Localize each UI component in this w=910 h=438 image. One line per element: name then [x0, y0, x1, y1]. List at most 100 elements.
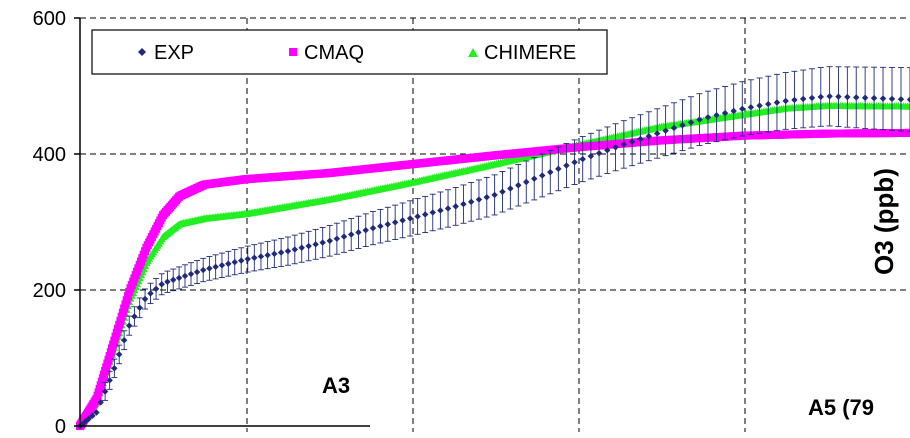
series-cmaq — [76, 128, 910, 430]
series-chimere — [76, 101, 910, 430]
point-exp — [773, 99, 781, 106]
point-exp — [126, 322, 133, 329]
y-tick-labels: 600 400 200 0 — [33, 8, 66, 438]
point-exp — [141, 295, 149, 303]
point-exp — [181, 272, 189, 280]
point-exp — [782, 97, 789, 105]
point-exp — [158, 281, 165, 288]
point-exp — [377, 223, 384, 230]
point-exp — [870, 94, 878, 102]
point-exp — [835, 93, 842, 100]
point-exp — [244, 255, 251, 263]
point-exp — [808, 94, 816, 102]
y-tick-label-200: 200 — [33, 280, 66, 302]
point-exp — [817, 93, 824, 101]
legend-box — [91, 29, 608, 75]
point-exp — [355, 229, 362, 236]
point-exp — [362, 227, 369, 234]
point-exp — [406, 215, 414, 222]
point-exp — [111, 365, 118, 372]
point-exp — [475, 196, 483, 203]
point-exp — [85, 415, 92, 423]
point-exp — [340, 233, 348, 240]
point-exp — [756, 102, 763, 109]
point-exp — [271, 250, 278, 258]
point-exp — [264, 251, 271, 259]
point-exp — [747, 103, 755, 111]
point-exp — [369, 224, 377, 232]
legend-marker-exp — [138, 48, 146, 56]
point-exp — [861, 94, 869, 101]
point-exp — [765, 100, 772, 108]
point-exp — [89, 412, 96, 419]
point-cmaq — [120, 304, 129, 313]
point-exp — [277, 249, 285, 256]
legend-label-cmaq: CMAQ — [304, 42, 364, 64]
point-exp — [429, 209, 436, 216]
point-exp — [679, 122, 686, 129]
point-exp — [523, 178, 530, 186]
point-exp — [662, 127, 669, 134]
point-exp — [115, 351, 123, 358]
point-exp — [106, 377, 113, 384]
point-exp — [879, 95, 887, 102]
point-exp — [460, 200, 467, 208]
point-exp — [319, 239, 326, 246]
point-exp — [604, 147, 611, 154]
point-exp — [645, 133, 653, 140]
point-exp — [175, 274, 183, 282]
point-exp — [853, 94, 860, 101]
point-exp — [225, 260, 232, 267]
point-exp — [421, 211, 429, 218]
point-exp — [587, 152, 595, 160]
point-exp — [231, 258, 238, 266]
point-exp — [730, 107, 737, 115]
point-exp — [193, 268, 201, 276]
point-exp — [326, 237, 333, 245]
point-exp — [531, 175, 538, 182]
legend-label-chimere: CHIMERE — [484, 42, 576, 64]
point-exp — [391, 219, 399, 226]
legend-marker-cmaq — [289, 48, 297, 56]
point-exp — [384, 221, 391, 228]
axes — [74, 17, 370, 427]
point-exp — [164, 278, 171, 285]
point-exp — [131, 313, 138, 320]
point-exp — [399, 217, 406, 224]
point-exp — [620, 141, 628, 148]
point-exp — [206, 265, 213, 272]
point-cmaq — [118, 308, 127, 317]
point-exp — [93, 409, 100, 416]
point-exp — [515, 182, 522, 189]
point-exp — [218, 262, 226, 269]
point-exp — [491, 191, 498, 199]
point-exp — [257, 253, 265, 260]
y-axis-label: O3 (ppb) — [869, 168, 899, 275]
point-exp — [284, 247, 292, 255]
point-exp — [637, 135, 644, 143]
point-exp — [739, 105, 746, 113]
y-tick-label-400: 400 — [33, 144, 66, 166]
point-exp — [507, 185, 514, 192]
point-exp — [333, 235, 341, 242]
point-exp — [483, 194, 490, 201]
point-exp — [555, 165, 562, 173]
point-cmaq — [123, 292, 132, 301]
point-exp — [312, 241, 319, 248]
point-cmaq — [115, 320, 124, 329]
point-exp — [612, 144, 619, 151]
point-exp — [906, 96, 910, 103]
point-exp — [452, 203, 459, 210]
point-cmaq — [122, 296, 131, 305]
point-exp — [152, 285, 160, 293]
legend-markers — [138, 48, 478, 57]
point-cmaq — [116, 316, 125, 325]
point-exp — [251, 254, 258, 261]
point-exp — [897, 96, 905, 103]
point-exp — [136, 304, 143, 312]
point-exp — [437, 207, 444, 214]
point-exp — [791, 96, 798, 104]
point-exp — [305, 242, 312, 250]
legend-label-exp: EXP — [154, 42, 194, 64]
